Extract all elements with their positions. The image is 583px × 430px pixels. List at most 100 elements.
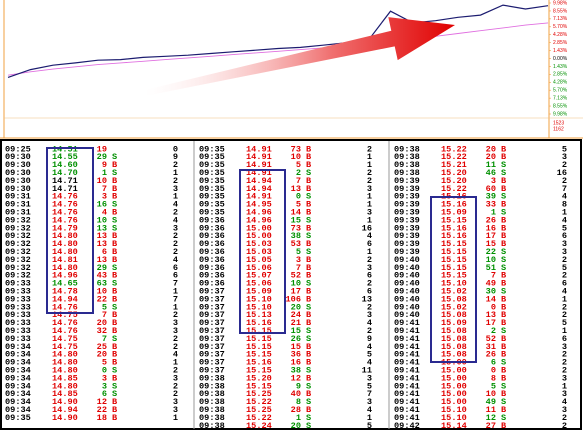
tick-volume: 46 <box>486 168 496 178</box>
tick-time: 09:41 <box>394 413 420 423</box>
tick-count: 4 <box>367 358 372 368</box>
tick-time: 09:39 <box>394 247 420 257</box>
tick-time: 09:37 <box>199 310 225 320</box>
tick-volume: 30 <box>486 286 496 296</box>
tick-volume: 25 <box>97 342 107 352</box>
tick-price: 14.55 <box>52 152 78 162</box>
tick-time: 09:35 <box>199 184 225 194</box>
tick-time: 09:39 <box>394 200 420 210</box>
tick-price: 14.90 <box>52 413 78 423</box>
tick-time: 09:33 <box>5 286 31 296</box>
tick-side: S <box>306 215 311 225</box>
tick-price: 14.65 <box>52 279 78 289</box>
tick-count: 2 <box>562 365 567 375</box>
tick-time: 09:39 <box>394 192 420 202</box>
tick-volume: 27 <box>486 421 496 430</box>
tick-time: 09:38 <box>199 373 225 383</box>
tick-side: S <box>501 413 506 423</box>
tick-price: 14.60 <box>52 160 78 170</box>
tick-volume: 9 <box>102 160 107 170</box>
tick-price: 15.22 <box>246 397 272 407</box>
tick-side: S <box>306 381 311 391</box>
tick-price: 14.85 <box>52 373 78 383</box>
tick-count: 4 <box>562 397 567 407</box>
tick-count: 2 <box>367 255 372 265</box>
tick-side: B <box>112 397 117 407</box>
tick-price: 15.08 <box>441 310 467 320</box>
highlight-box <box>430 196 477 363</box>
tick-time: 09:32 <box>5 215 31 225</box>
tick-count: 2 <box>562 302 567 312</box>
tick-count: 11 <box>362 365 372 375</box>
tick-volume: 20 <box>291 421 301 430</box>
tick-count: 4 <box>562 215 567 225</box>
tick-side: S <box>306 279 311 289</box>
tick-volume: 8 <box>491 373 496 383</box>
price-line <box>7 22 549 76</box>
tick-volume: 24 <box>291 310 301 320</box>
tick-volume: 6 <box>491 358 496 368</box>
tick-side: B <box>306 207 311 217</box>
tick-time: 09:30 <box>5 160 31 170</box>
tick-time: 09:38 <box>394 168 420 178</box>
tick-volume: 51 <box>486 263 496 273</box>
tick-price: 15.09 <box>441 207 467 217</box>
tick-count: 3 <box>173 373 178 383</box>
tick-price: 14.75 <box>52 334 78 344</box>
tick-side: B <box>112 358 117 368</box>
tick-volume: 52 <box>486 334 496 344</box>
tick-time: 09:41 <box>394 405 420 415</box>
tick-price: 14.75 <box>52 310 78 320</box>
tick-side: B <box>501 223 506 233</box>
tick-time: 09:39 <box>394 215 420 225</box>
tick-volume: 17 <box>291 286 301 296</box>
tick-time: 09:38 <box>199 429 225 430</box>
tick-side: S <box>501 358 506 368</box>
tick-side: S <box>501 168 506 178</box>
tick-price: 15.10 <box>246 294 272 304</box>
tick-price: 15.24 <box>246 421 272 430</box>
tick-volume: 13 <box>97 231 107 241</box>
intraday-chart: 9.98%8.55%7.13%5.70%4.28%2.85%1.43%0.00%… <box>7 0 568 132</box>
tick-count: 2 <box>367 168 372 178</box>
tick-side: S <box>306 326 311 336</box>
tick-volume: 11 <box>486 160 496 170</box>
tick-side: S <box>112 152 117 162</box>
tick-count: 5 <box>562 263 567 273</box>
tick-price: 15.00 <box>441 373 467 383</box>
tick-volume: 12 <box>486 413 496 423</box>
tick-time: 09:36 <box>199 271 225 281</box>
tick-side: B <box>501 318 506 328</box>
tick-side: S <box>501 192 506 202</box>
tick-price: 15.15 <box>441 215 467 225</box>
tick-volume: 5 <box>296 247 301 257</box>
tick-volume: 5 <box>102 358 107 368</box>
tick-price: 15.10 <box>246 302 272 312</box>
tick-price: 14.91 <box>246 168 272 178</box>
tick-count: 3 <box>367 310 372 320</box>
tick-side: B <box>306 294 311 304</box>
tick-price: 15.22 <box>441 144 467 154</box>
tick-price: 14.81 <box>52 255 78 265</box>
tick-volume: 53 <box>291 239 301 249</box>
y-tick-label: 0.00% <box>553 56 568 62</box>
tick-time: 09:33 <box>5 326 31 336</box>
tick-volume: 13 <box>291 184 301 194</box>
tick-volume: 15 <box>291 342 301 352</box>
tick-count: 4 <box>367 231 372 241</box>
tick-count: 1 <box>173 168 178 178</box>
tick-time: 09:31 <box>5 207 31 217</box>
tick-volume: 10 <box>486 389 496 399</box>
tick-count: 1 <box>173 286 178 296</box>
tick-price: 15.09 <box>441 318 467 328</box>
tick-time: 09:41 <box>394 342 420 352</box>
tick-time: 09:41 <box>394 318 420 328</box>
tick-price: 15.22 <box>246 413 272 423</box>
tick-count: 8 <box>562 200 567 210</box>
y-tick-label: 7.13% <box>553 95 568 101</box>
tick-time: 09:39 <box>394 184 420 194</box>
tick-volume: 14 <box>486 294 496 304</box>
tick-price: 15.15 <box>246 326 272 336</box>
tick-side: S <box>112 389 117 399</box>
tick-time: 09:37 <box>199 286 225 296</box>
